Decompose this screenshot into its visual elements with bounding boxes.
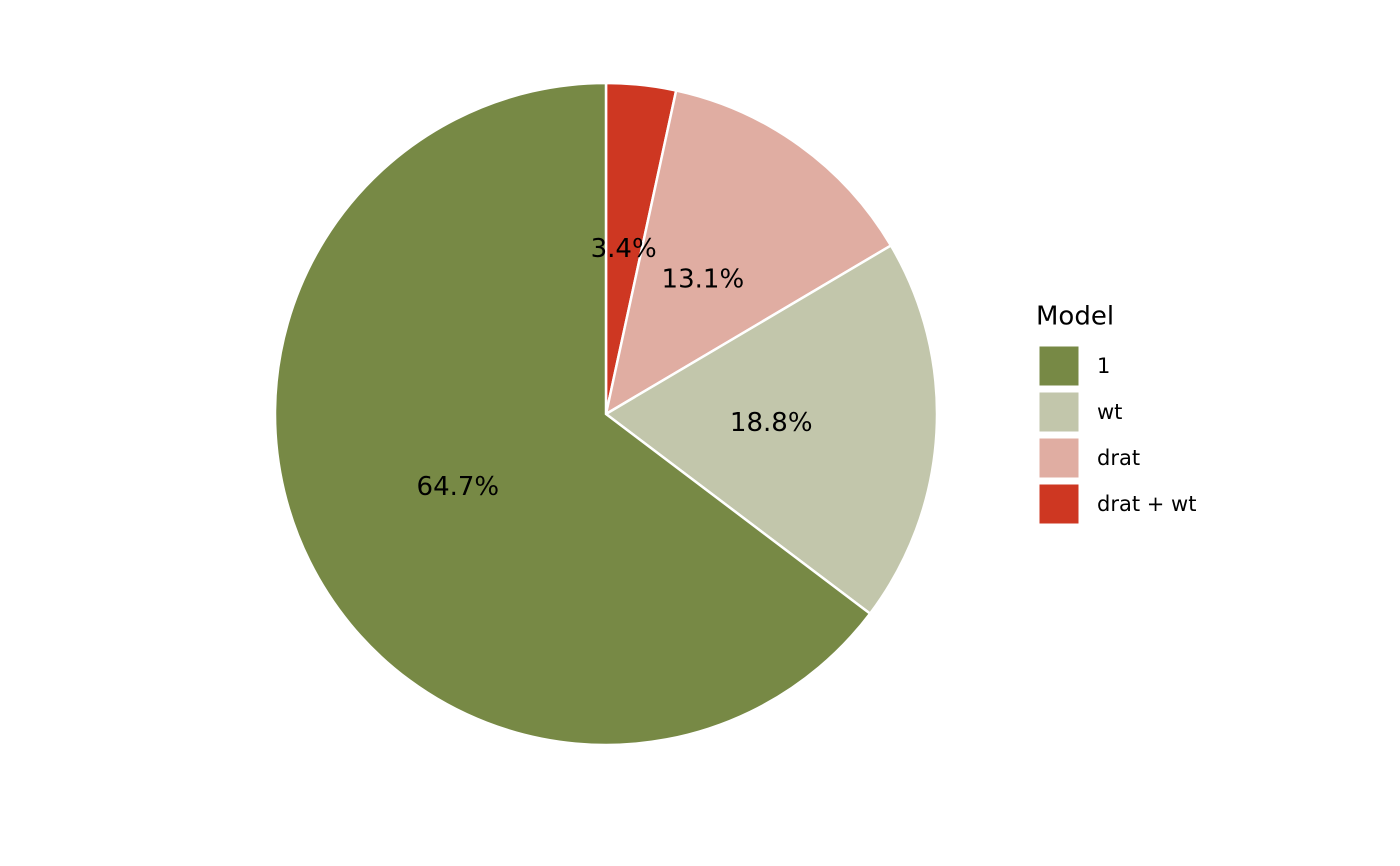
value-label: 3.4% (591, 234, 657, 264)
value-label: 13.1% (662, 264, 745, 294)
pie-slice (273, 81, 872, 747)
legend-label: wt (1097, 400, 1122, 424)
legend-swatch (1038, 391, 1080, 433)
legend-title: Model (1036, 302, 1114, 332)
value-label: 18.8% (730, 408, 813, 438)
legend-swatch (1038, 345, 1080, 387)
legend-label: 1 (1097, 354, 1110, 378)
legend-label: drat (1097, 446, 1140, 470)
legend-label: drat + wt (1097, 492, 1196, 516)
pie-slice (604, 89, 893, 417)
legend-swatch (1038, 437, 1080, 479)
pie-slice (603, 243, 939, 616)
legend-swatch (1038, 483, 1080, 525)
value-label: 64.7% (417, 472, 500, 502)
